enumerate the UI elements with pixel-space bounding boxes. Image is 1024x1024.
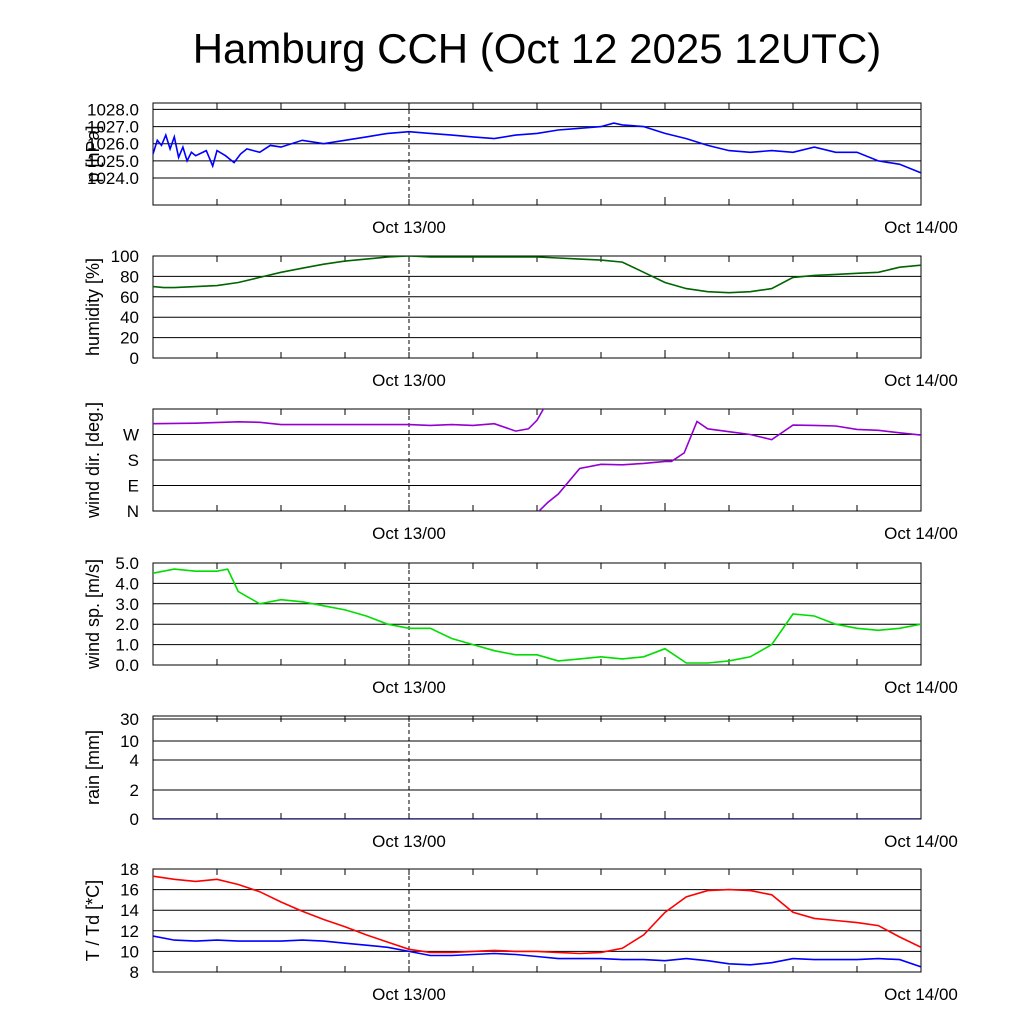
series-line-wind_dir-1 (538, 420, 921, 511)
y-tick-label: 80 (120, 267, 139, 286)
x-tick-label: Oct 14/00 (884, 678, 958, 697)
y-tick-label: 1.0 (115, 636, 139, 655)
panel-wind_speed: 0.01.0 2.03.0 4.05.0 Oct 13/00 Oct 14/00 wind… (83, 554, 958, 697)
y-tick-label: 10 (120, 942, 139, 961)
y-tick-label: 18 (120, 860, 139, 879)
y-tick-label: 3.0 (115, 595, 139, 614)
y-tick-label: E (128, 477, 139, 496)
y-tick-label: S (128, 451, 139, 470)
y-tick-label: 16 (120, 881, 139, 900)
y-tick-label: 0 (130, 349, 139, 368)
y-tick-label: 2 (130, 781, 139, 800)
chart-title: Hamburg CCH (Oct 12 2025 12UTC) (193, 25, 882, 72)
x-tick-label: Oct 14/00 (884, 524, 958, 543)
y-axis-label: humidity [%] (83, 258, 103, 356)
y-tick-label: 0.0 (115, 656, 139, 675)
y-tick-label: 4 (130, 751, 139, 770)
y-tick-label: 4.0 (115, 574, 139, 593)
y-tick-label: 30 (120, 710, 139, 729)
x-tick-label: Oct 13/00 (372, 678, 446, 697)
plot-frame (152, 562, 922, 666)
y-tick-label: 5.0 (115, 554, 139, 573)
y-axis-label: p [hPa] (83, 125, 103, 182)
y-tick-label: 0 (130, 810, 139, 829)
y-axis-label: rain [mm] (83, 730, 103, 805)
y-tick-label: 2.0 (115, 615, 139, 634)
y-tick-label: 10 (120, 732, 139, 751)
x-tick-label: Oct 14/00 (884, 218, 958, 237)
y-axis-label: T / Td [*C] (83, 880, 103, 961)
y-tick-label: 100 (111, 247, 139, 266)
y-axis-label: wind dir. [deg.] (83, 402, 103, 519)
series-line-pressure (153, 122, 921, 174)
y-tick-label: 12 (120, 922, 139, 941)
y-tick-label: W (123, 426, 139, 445)
x-tick-label: Oct 13/00 (372, 832, 446, 851)
y-tick-label: 14 (120, 901, 139, 920)
x-tick-label: Oct 14/00 (884, 371, 958, 390)
y-tick-label: 1024.0 (87, 169, 139, 188)
y-tick-label: 60 (120, 288, 139, 307)
x-tick-label: Oct 13/00 (372, 524, 446, 543)
x-tick-label: Oct 13/00 (372, 985, 446, 1004)
series-line-wind_speed (153, 568, 921, 664)
y-tick-label: 1026.0 (87, 135, 139, 154)
y-tick-label: 8 (130, 963, 139, 982)
x-tick-label: Oct 14/00 (884, 832, 958, 851)
x-tick-label: Oct 13/00 (372, 218, 446, 237)
series-line-wind_dir-0 (153, 409, 545, 432)
x-tick-label: Oct 13/00 (372, 371, 446, 390)
y-tick-label: 1025.0 (87, 152, 139, 171)
y-tick-label: 1028.0 (87, 100, 139, 119)
y-tick-label: N (127, 502, 139, 521)
series-line-temperature-1 (153, 935, 921, 968)
y-axis-label: wind sp. [m/s] (83, 559, 103, 670)
plot-frame (152, 715, 922, 820)
x-tick-label: Oct 14/00 (884, 985, 958, 1004)
series-line-temperature-0 (153, 875, 921, 955)
series-line-humidity (153, 256, 921, 294)
y-tick-label: 40 (120, 308, 139, 327)
y-tick-label: 20 (120, 329, 139, 348)
plot-frame (152, 255, 922, 359)
panel-rain: 0 2 410 30 Oct 13/00 Oct 14/00 rain [mm] (83, 710, 958, 851)
y-tick-label: 1027.0 (87, 118, 139, 137)
plot-frame (152, 102, 922, 206)
